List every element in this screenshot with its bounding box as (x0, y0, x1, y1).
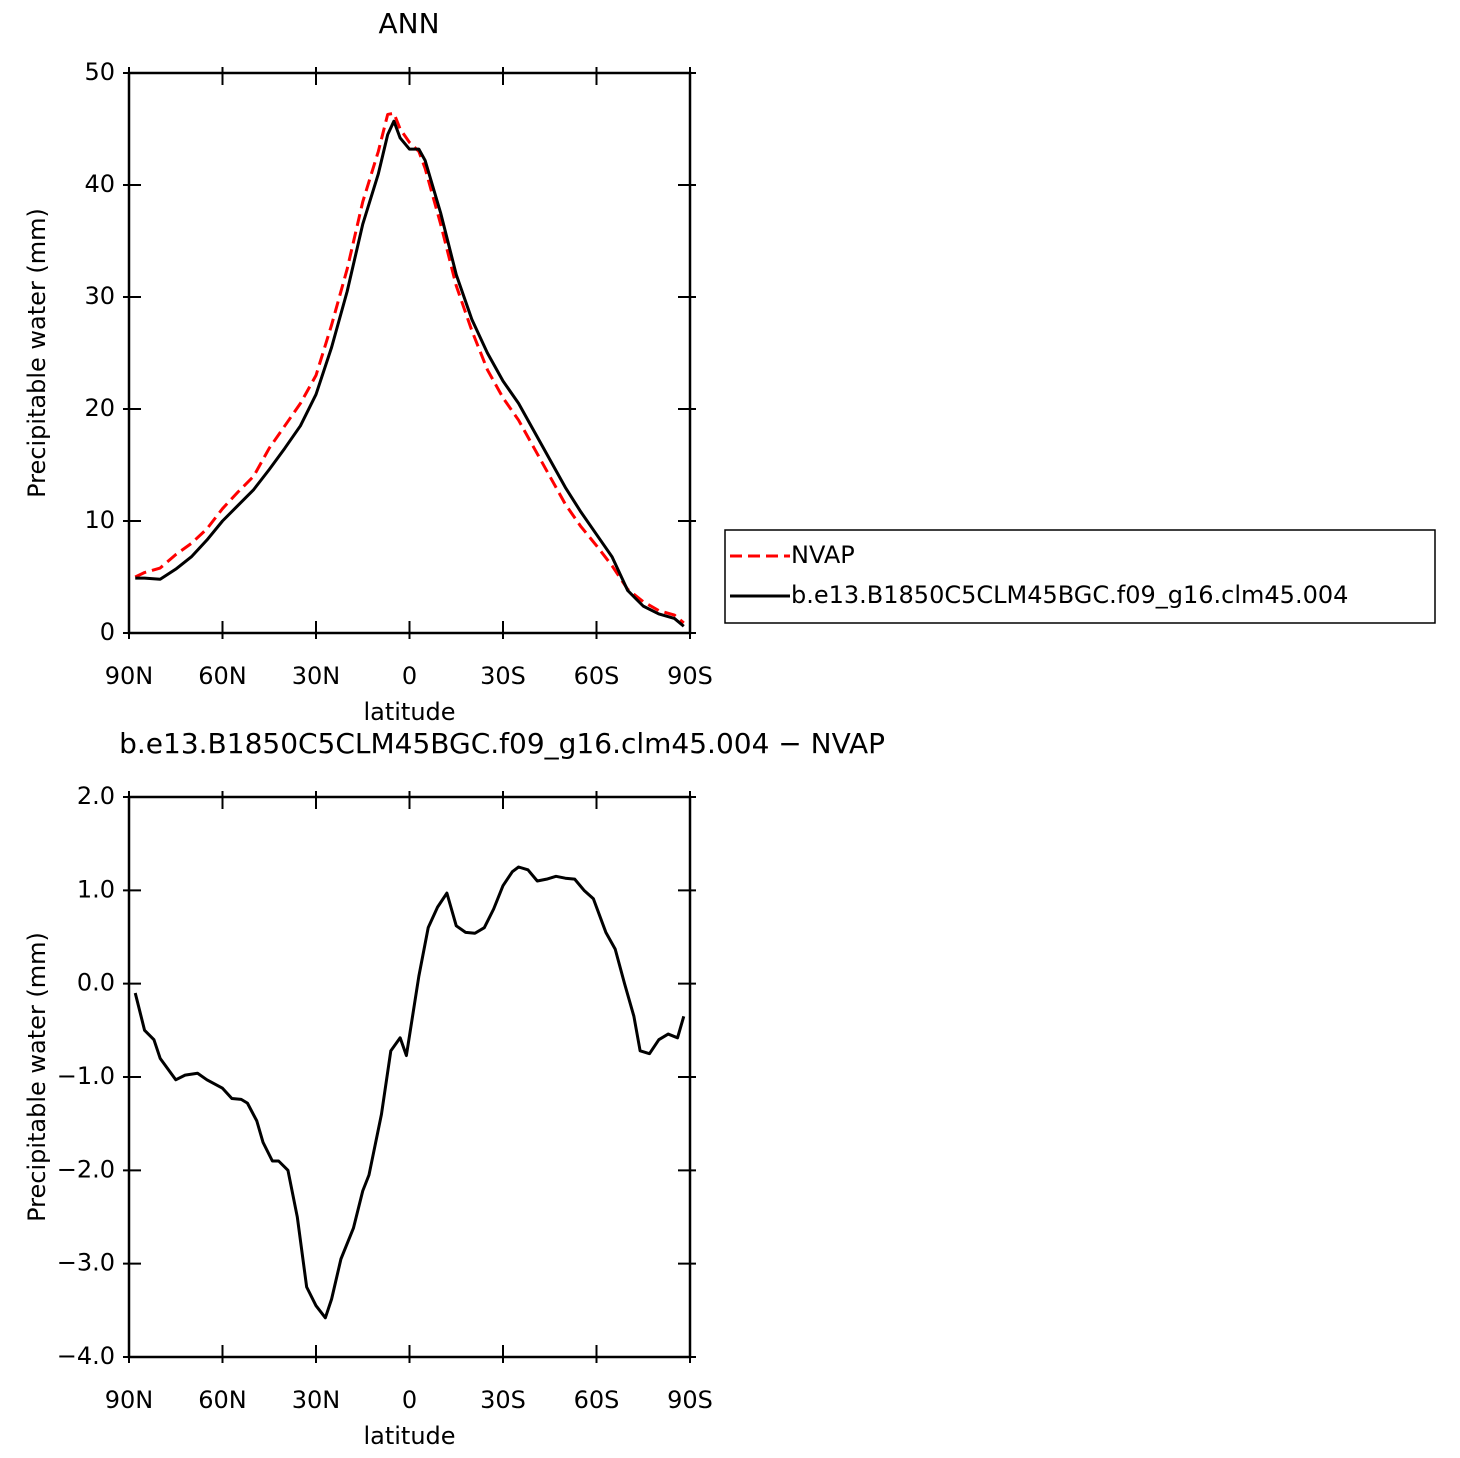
x-tick-label: 60N (198, 1386, 247, 1414)
y-tick-label: −4.0 (57, 1342, 115, 1370)
x-tick-label: 90S (667, 662, 713, 690)
y-tick-label: 0.0 (77, 969, 115, 997)
y-tick-label: −3.0 (57, 1249, 115, 1277)
y-axis-label: Precipitable water (mm) (23, 208, 51, 498)
y-tick-label: 0 (100, 618, 115, 646)
x-axis-label: latitude (363, 698, 455, 726)
x-tick-label: 0 (402, 662, 417, 690)
x-tick-label: 90N (105, 662, 154, 690)
y-tick-label: −2.0 (57, 1155, 115, 1183)
x-tick-label: 0 (402, 1386, 417, 1414)
data-line (135, 119, 685, 628)
legend-box (724, 529, 1436, 624)
chart-title: ANN (378, 7, 439, 40)
x-tick-label: 60S (574, 662, 620, 690)
data-line (133, 865, 686, 1320)
legend-label: NVAP (791, 541, 855, 569)
y-tick-label: 40 (84, 170, 115, 198)
x-tick-label: 30N (292, 662, 341, 690)
data-line (134, 111, 685, 625)
x-tick-label: 90S (667, 1386, 713, 1414)
y-axis-label-clip: Precipitable water (mm) (23, 932, 51, 1222)
y-tick-label: 2.0 (77, 782, 115, 810)
x-tick-label: 90N (105, 1386, 154, 1414)
y-tick-label: −1.0 (57, 1062, 115, 1090)
chart-title: b.e13.B1850C5CLM45BGC.f09_g16.clm45.004 … (119, 727, 885, 760)
y-tick-label: 20 (84, 394, 115, 422)
plot-frame (127, 71, 692, 635)
y-tick-label: 30 (84, 282, 115, 310)
x-tick-label: 30S (480, 662, 526, 690)
x-tick-label: 60S (574, 1386, 620, 1414)
y-axis-label: Precipitable water (mm) (23, 932, 51, 1222)
plot-frame (127, 795, 692, 1359)
y-tick-label: 10 (84, 506, 115, 534)
y-tick-label: 1.0 (77, 875, 115, 903)
x-tick-label: 30N (292, 1386, 341, 1414)
y-tick-label: 50 (84, 58, 115, 86)
x-tick-label: 60N (198, 662, 247, 690)
x-tick-label: 30S (480, 1386, 526, 1414)
x-axis-label: latitude (363, 1422, 455, 1450)
legend-label: b.e13.B1850C5CLM45BGC.f09_g16.clm45.004 (791, 581, 1348, 609)
